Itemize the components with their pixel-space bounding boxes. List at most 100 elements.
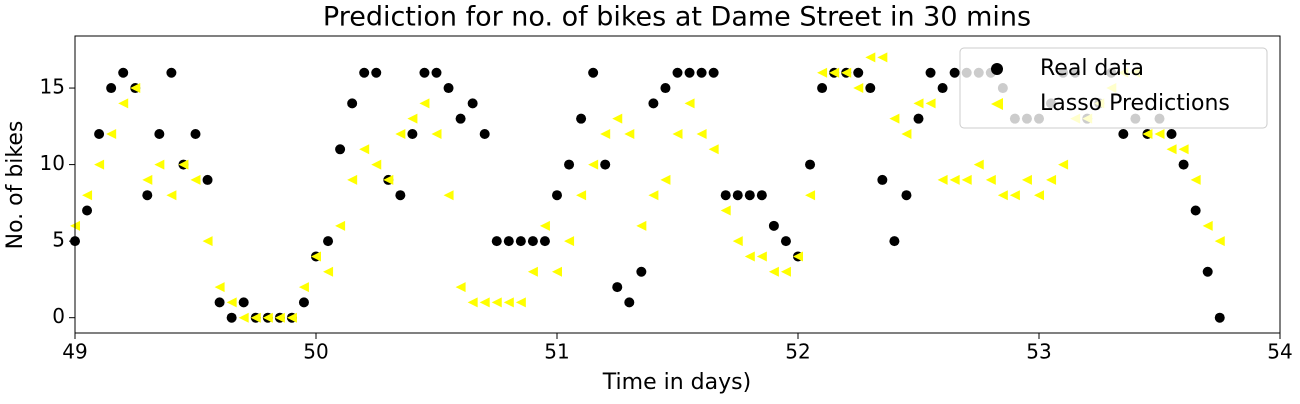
point: [515, 236, 526, 247]
point: [552, 190, 562, 201]
point: [395, 190, 406, 201]
point: [106, 128, 117, 139]
x-tick-label: 53: [1026, 340, 1051, 364]
x-tick-label: 49: [62, 340, 87, 364]
x-tick-label: 50: [303, 340, 328, 364]
point: [624, 128, 635, 139]
point: [865, 83, 876, 94]
point: [274, 312, 285, 323]
plot-frame: [74, 35, 1281, 334]
point: [720, 190, 731, 201]
point: [853, 67, 864, 78]
point: [913, 113, 924, 124]
point: [395, 128, 406, 139]
point: [94, 159, 105, 170]
point: [793, 251, 803, 262]
point: [1214, 312, 1225, 323]
point: [600, 128, 611, 139]
point: [612, 282, 623, 293]
y-axis-label: No. of bikes: [3, 121, 28, 250]
point: [106, 83, 117, 94]
point: [925, 98, 936, 109]
point: [768, 266, 779, 277]
point: [190, 128, 201, 139]
point: [286, 312, 297, 323]
point: [467, 297, 478, 308]
point: [527, 236, 538, 247]
point: [949, 67, 960, 78]
point: [564, 236, 575, 247]
point: [973, 159, 984, 170]
legend-label: Lasso Predictions: [1040, 91, 1230, 116]
point: [732, 236, 743, 247]
point: [696, 67, 707, 78]
point: [1034, 190, 1044, 201]
point: [190, 174, 201, 185]
point: [82, 205, 93, 216]
point: [419, 67, 430, 78]
point: [817, 83, 828, 94]
point: [696, 128, 707, 139]
point: [443, 83, 454, 94]
point: [407, 128, 418, 139]
point: [636, 220, 647, 231]
point: [154, 128, 165, 139]
point: [756, 190, 767, 201]
point: [202, 174, 213, 185]
point: [419, 98, 430, 109]
point: [841, 67, 852, 78]
point: [323, 266, 334, 277]
point: [202, 236, 213, 247]
point: [539, 220, 550, 231]
point: [347, 174, 358, 185]
point: [503, 297, 514, 308]
point: [913, 98, 924, 109]
x-axis-label: Time in days): [602, 370, 751, 395]
point: [455, 282, 466, 293]
point: [431, 128, 442, 139]
point: [961, 174, 972, 185]
point: [539, 236, 550, 247]
point: [347, 98, 358, 109]
y-tick-label: 0: [52, 304, 65, 328]
chart-title: Prediction for no. of bikes at Dame Stre…: [323, 2, 1031, 33]
point: [226, 297, 237, 308]
point: [636, 266, 647, 277]
y-tick-label: 5: [52, 228, 65, 252]
legend-marker: [991, 98, 1003, 110]
point: [479, 128, 490, 139]
point: [371, 159, 382, 170]
point: [1178, 159, 1189, 170]
point: [901, 128, 912, 139]
point: [684, 67, 695, 78]
point: [552, 266, 562, 277]
point: [527, 266, 538, 277]
point: [250, 312, 261, 323]
point: [311, 251, 321, 262]
point: [1021, 174, 1032, 185]
point: [178, 159, 189, 170]
point: [937, 83, 948, 94]
point: [1154, 128, 1165, 139]
point: [1202, 266, 1213, 277]
point: [443, 190, 454, 201]
point: [262, 312, 273, 323]
point: [612, 113, 623, 124]
point: [780, 266, 791, 277]
point: [853, 83, 864, 94]
legend-marker: [991, 63, 1003, 75]
point: [684, 98, 695, 109]
point: [214, 297, 225, 308]
point: [142, 190, 153, 201]
point: [214, 282, 225, 293]
point: [491, 236, 502, 247]
point: [672, 67, 683, 78]
point: [118, 67, 129, 78]
point: [479, 297, 490, 308]
point: [335, 144, 346, 155]
point: [1190, 174, 1201, 185]
point: [130, 83, 141, 94]
point: [588, 67, 599, 78]
point: [166, 190, 177, 201]
point: [142, 174, 153, 185]
